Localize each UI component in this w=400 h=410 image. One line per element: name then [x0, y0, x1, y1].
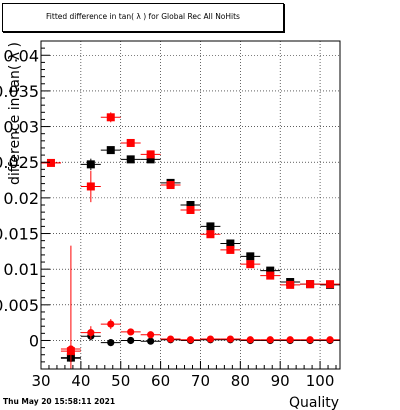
data-point-circle [47, 159, 55, 167]
data-point-square [86, 160, 95, 169]
data-point-square [286, 280, 295, 289]
data-point-square [126, 138, 135, 147]
series-layer [41, 112, 340, 369]
x-tick-label: 30 [31, 372, 50, 390]
data-point-square [246, 260, 255, 269]
x-tick-label: 70 [191, 372, 210, 390]
data-point-square [126, 155, 135, 164]
data-point-square [106, 146, 115, 155]
data-point-square [146, 150, 155, 159]
data-series [60, 331, 340, 362]
data-point-square [266, 271, 275, 280]
data-point-circle [147, 337, 155, 345]
data-point-square [206, 222, 215, 231]
data-point-circle [107, 339, 115, 347]
data-point-circle [147, 331, 155, 339]
data-point-circle [206, 335, 215, 343]
data-point-circle [226, 335, 234, 343]
y-tick-label: 0.005 [0, 296, 39, 315]
data-point-circle [67, 345, 75, 353]
data-point-square [246, 252, 255, 261]
y-tick-label: 0.03 [3, 118, 39, 137]
y-tick-label: 0.04 [3, 46, 39, 65]
y-axis-label: difference in tan( λ ) [7, 42, 23, 185]
y-tick-label: 0.035 [0, 82, 39, 101]
data-point-square [106, 113, 115, 122]
data-point-circle [186, 336, 195, 344]
y-tick-label: 0.01 [3, 260, 39, 279]
x-tick-label: 50 [111, 372, 130, 390]
title-box: Fitted difference in tan( λ ) for Global… [2, 3, 284, 32]
data-point-square [86, 182, 95, 191]
x-tick-label: 40 [71, 372, 90, 390]
axes: 30 40 50 60 70 80 90 100 0 0.005 0.01 0.015 0.02 0.02… [0, 46, 337, 390]
data-point-square [306, 280, 315, 289]
x-tick-label: 100 [306, 372, 335, 390]
data-point-circle [127, 336, 135, 345]
data-point-circle [246, 336, 254, 344]
data-point-circle [87, 329, 95, 337]
data-point-circle [306, 336, 314, 344]
data-point-square [166, 181, 175, 190]
data-point-circle [107, 320, 115, 328]
data-point-square [186, 205, 195, 214]
y-tick-label: 0.025 [0, 153, 39, 172]
data-point-square [206, 230, 215, 239]
data-point-square [226, 239, 235, 248]
data-point-square [146, 155, 155, 164]
data-point-circle [266, 336, 274, 344]
x-axis-label: Quality [289, 395, 339, 410]
data-point-square [326, 280, 335, 289]
data-point-circle [166, 335, 175, 343]
data-point-circle [326, 336, 334, 344]
data-point-square [226, 245, 235, 254]
data-series [41, 159, 340, 369]
x-tick-label: 80 [231, 372, 250, 390]
y-tick-label: 0 [29, 331, 39, 350]
x-tick-label: 90 [271, 372, 290, 390]
data-series [41, 112, 340, 356]
y-tick-label: 0.015 [0, 225, 39, 244]
grid [41, 41, 340, 369]
timestamp: Thu May 20 15:58:11 2021 [3, 397, 116, 406]
data-point-square [186, 201, 195, 209]
data-point-circle [127, 328, 135, 336]
y-tick-label: 0.02 [3, 189, 39, 208]
chart-title: Fitted difference in tan( λ ) for Global… [46, 12, 240, 21]
data-point-square [266, 266, 275, 275]
data-point-circle [286, 336, 294, 344]
x-tick-label: 60 [151, 372, 170, 390]
